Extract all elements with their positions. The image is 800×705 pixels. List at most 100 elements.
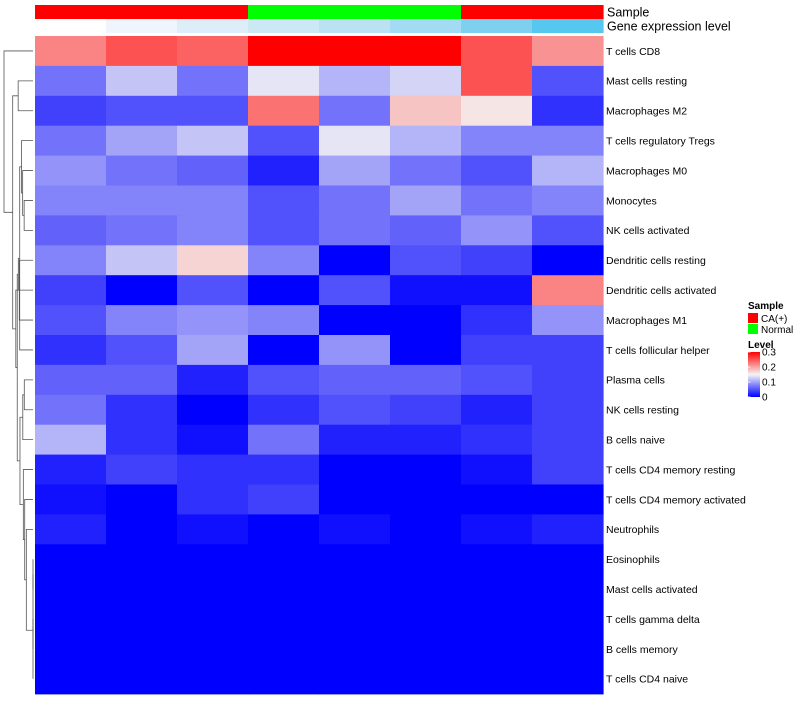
row-label-t-cells-gamma-delta: T cells gamma delta bbox=[606, 614, 700, 626]
heatmap-cell-nk-cells-activated-col3 bbox=[177, 215, 249, 246]
gene-expression-annotation-cell bbox=[106, 19, 178, 33]
heatmap-cell-t-cells-regulatory-tregs-col5 bbox=[319, 125, 391, 157]
heatmap-cell-t-cells-cd4-memory-resting-col6 bbox=[390, 454, 462, 486]
heatmap-cell-mast-cells-resting-col2 bbox=[106, 65, 178, 97]
gene-expression-annotation-cell bbox=[532, 19, 604, 33]
level-legend-tick-label: 0.2 bbox=[762, 363, 776, 374]
heatmap-cell-dendritic-cells-activated-col1 bbox=[35, 275, 107, 306]
sample-annotation-cell bbox=[532, 5, 604, 19]
sample-legend-swatch-ca bbox=[748, 313, 758, 323]
heatmap-cell-dendritic-cells-activated-col6 bbox=[390, 275, 462, 306]
heatmap-cell-macrophages-m1-col3 bbox=[177, 305, 249, 336]
row-label-t-cells-regulatory-tregs: T cells regulatory Tregs bbox=[606, 135, 715, 147]
heatmap-cell-t-cells-cd4-naive-col6 bbox=[390, 663, 462, 695]
heatmap-cell-mast-cells-activated-col1 bbox=[35, 574, 107, 605]
heatmap-cell-dendritic-cells-resting-col7 bbox=[461, 245, 533, 276]
heatmap-cell-t-cells-follicular-helper-col1 bbox=[35, 335, 107, 366]
heatmap-cell-nk-cells-resting-col4 bbox=[248, 394, 320, 426]
gene-expression-annotation-cell bbox=[248, 19, 320, 33]
dendrogram-branch bbox=[22, 170, 33, 216]
row-dendrogram bbox=[3, 50, 34, 679]
heatmap-cell-macrophages-m0-col1 bbox=[35, 155, 107, 187]
heatmap-cell-t-cells-cd8-col8 bbox=[532, 36, 604, 67]
sample-annotation-cell bbox=[106, 5, 178, 19]
heatmap-cell-dendritic-cells-resting-col4 bbox=[248, 245, 320, 276]
heatmap-cell-mast-cells-activated-col6 bbox=[390, 574, 462, 605]
row-label-nk-cells-resting: NK cells resting bbox=[606, 405, 679, 417]
heatmap-cell-macrophages-m0-col8 bbox=[532, 155, 604, 187]
heatmap-cell-monocytes-col8 bbox=[532, 185, 604, 216]
heatmap-cell-t-cells-follicular-helper-col6 bbox=[390, 335, 462, 366]
heatmap-cell-eosinophils-col6 bbox=[390, 544, 462, 575]
row-label-plasma-cells: Plasma cells bbox=[606, 375, 665, 387]
heatmap-cell-eosinophils-col7 bbox=[461, 544, 533, 575]
heatmap-cell-macrophages-m2-col7 bbox=[461, 95, 533, 127]
heatmap-cell-b-cells-memory-col1 bbox=[35, 634, 107, 665]
heatmap-cell-monocytes-col6 bbox=[390, 185, 462, 216]
heatmap-cell-nk-cells-resting-col3 bbox=[177, 394, 249, 426]
heatmap-cell-t-cells-cd8-col5 bbox=[319, 36, 391, 67]
heatmap-cell-macrophages-m2-col4 bbox=[248, 95, 320, 127]
row-label-neutrophils: Neutrophils bbox=[606, 524, 659, 536]
heatmap-cell-mast-cells-activated-col7 bbox=[461, 574, 533, 605]
heatmap-cell-macrophages-m2-col8 bbox=[532, 95, 604, 127]
heatmap-cell-t-cells-regulatory-tregs-col1 bbox=[35, 125, 107, 157]
sample-annotation-cell bbox=[390, 5, 462, 19]
heatmap-cell-macrophages-m1-col1 bbox=[35, 305, 107, 336]
heatmap-cell-neutrophils-col6 bbox=[390, 514, 462, 545]
dendrogram-branch bbox=[25, 528, 33, 631]
heatmap-cell-macrophages-m0-col5 bbox=[319, 155, 391, 187]
row-label-dendritic-cells-activated: Dendritic cells activated bbox=[606, 285, 716, 297]
heatmap-cell-dendritic-cells-activated-col3 bbox=[177, 275, 249, 306]
heatmap-cell-monocytes-col7 bbox=[461, 185, 533, 216]
heatmap-cell-t-cells-cd4-memory-activated-col5 bbox=[319, 484, 391, 515]
heatmap-cell-t-cells-gamma-delta-col5 bbox=[319, 604, 391, 635]
heatmap-cell-t-cells-cd4-memory-resting-col8 bbox=[532, 454, 604, 486]
row-label-macrophages-m2: Macrophages M2 bbox=[606, 106, 687, 118]
level-legend-tick-label: 0.1 bbox=[762, 378, 776, 389]
heatmap-cell-t-cells-follicular-helper-col8 bbox=[532, 335, 604, 366]
heatmap-cell-macrophages-m0-col6 bbox=[390, 155, 462, 187]
row-label-monocytes: Monocytes bbox=[606, 195, 657, 207]
dendrogram-branch bbox=[21, 140, 33, 194]
heatmap-cell-macrophages-m2-col1 bbox=[35, 95, 107, 127]
heatmap-cell-mast-cells-resting-col1 bbox=[35, 65, 107, 97]
heatmap-cell-t-cells-follicular-helper-col3 bbox=[177, 335, 249, 366]
heatmap-cell-plasma-cells-col6 bbox=[390, 364, 462, 396]
heatmap-cell-monocytes-col2 bbox=[106, 185, 178, 216]
heatmap-cell-t-cells-cd4-naive-col8 bbox=[532, 663, 604, 695]
heatmap-cell-t-cells-gamma-delta-col2 bbox=[106, 604, 178, 635]
heatmap-cell-t-cells-follicular-helper-col2 bbox=[106, 335, 178, 366]
heatmap-cell-macrophages-m0-col4 bbox=[248, 155, 320, 187]
heatmap-cell-macrophages-m0-col7 bbox=[461, 155, 533, 187]
sample-legend-label-ca: CA(+) bbox=[761, 314, 787, 325]
heatmap-cell-nk-cells-resting-col8 bbox=[532, 394, 604, 426]
row-label-dendritic-cells-resting: Dendritic cells resting bbox=[606, 255, 706, 267]
heatmap-cell-b-cells-naive-col2 bbox=[106, 424, 178, 456]
heatmap-cell-macrophages-m2-col2 bbox=[106, 95, 178, 127]
heatmap-cell-t-cells-cd4-memory-resting-col2 bbox=[106, 454, 178, 486]
heatmap-cell-nk-cells-resting-col6 bbox=[390, 394, 462, 426]
heatmap-cell-t-cells-regulatory-tregs-col7 bbox=[461, 125, 533, 157]
row-label-nk-cells-activated: NK cells activated bbox=[606, 225, 690, 237]
row-label-t-cells-cd8: T cells CD8 bbox=[606, 46, 660, 58]
dendrogram-branch bbox=[24, 499, 33, 581]
heatmap-cell-neutrophils-col7 bbox=[461, 514, 533, 545]
heatmap-cell-b-cells-naive-col4 bbox=[248, 424, 320, 456]
heatmap-cell-t-cells-gamma-delta-col8 bbox=[532, 604, 604, 635]
heatmap-cell-t-cells-follicular-helper-col7 bbox=[461, 335, 533, 366]
gene-expression-annotation-cell bbox=[177, 19, 249, 33]
heatmap-cell-mast-cells-activated-col5 bbox=[319, 574, 391, 605]
heatmap-cell-dendritic-cells-resting-col1 bbox=[35, 245, 107, 276]
heatmap-cell-t-cells-cd4-memory-activated-col7 bbox=[461, 484, 533, 515]
heatmap-cell-b-cells-memory-col2 bbox=[106, 634, 178, 665]
dendrogram-branch bbox=[17, 80, 33, 112]
heatmap-cell-macrophages-m0-col2 bbox=[106, 155, 178, 187]
sample-legend-title: Sample bbox=[748, 301, 784, 312]
heatmap-cell-b-cells-memory-col5 bbox=[319, 634, 391, 665]
row-label-eosinophils: Eosinophils bbox=[606, 554, 660, 566]
heatmap-cell-t-cells-cd8-col2 bbox=[106, 36, 178, 67]
heatmap-cell-macrophages-m2-col5 bbox=[319, 95, 391, 127]
dendrogram-branch bbox=[23, 379, 33, 411]
heatmap-cell-plasma-cells-col8 bbox=[532, 364, 604, 396]
